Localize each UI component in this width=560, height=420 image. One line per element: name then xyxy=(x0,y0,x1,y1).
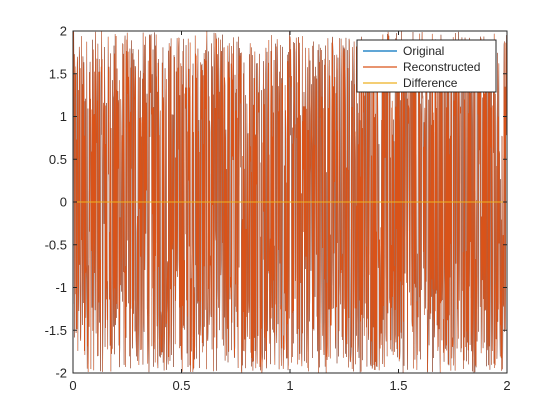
axes: 0 0.5 1 1.5 2 -2 -1.5 -1 -0.5 0 0.5 1 1.5 2 xyxy=(45,24,511,394)
y-tick-label: -2 xyxy=(55,366,67,381)
y-tick-label: 2 xyxy=(60,24,67,39)
plot-area xyxy=(73,31,507,373)
y-tick-label: 1.5 xyxy=(49,66,67,81)
legend: Original Reconstructed Difference xyxy=(356,39,497,93)
legend-label-reconstructed: Reconstructed xyxy=(403,60,480,74)
x-tick-label: 0.5 xyxy=(172,378,190,393)
x-tick-label: 1 xyxy=(286,378,293,393)
y-tick-label: 0.5 xyxy=(49,152,67,167)
y-tick-label: -1 xyxy=(55,280,67,295)
x-tick-label: 0 xyxy=(69,378,76,393)
x-tick-label: 2 xyxy=(503,378,510,393)
y-tick-label: -1.5 xyxy=(45,323,67,338)
y-tick-label: 1 xyxy=(60,109,67,124)
y-tick-label: -0.5 xyxy=(45,237,67,252)
legend-label-difference: Difference xyxy=(403,76,458,90)
series-reconstructed-line xyxy=(73,31,507,373)
y-tick-label: 0 xyxy=(60,195,67,210)
x-tick-label: 1.5 xyxy=(389,378,407,393)
legend-label-original: Original xyxy=(403,44,444,58)
